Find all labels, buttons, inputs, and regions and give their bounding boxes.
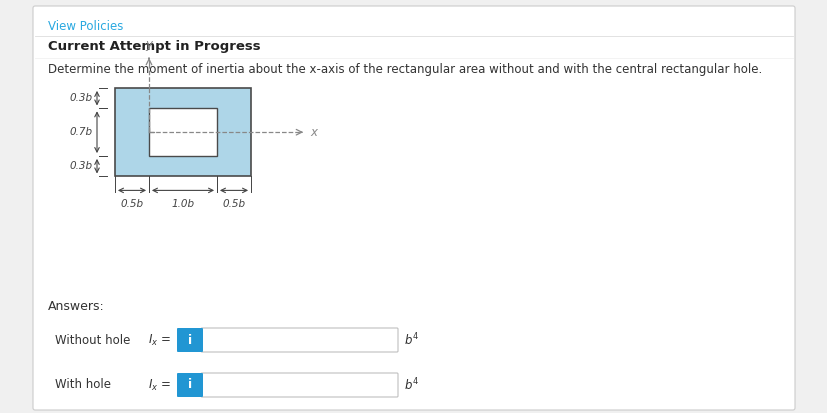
Text: With hole: With hole <box>55 378 111 392</box>
Text: y: y <box>146 38 152 51</box>
Text: i: i <box>188 378 192 392</box>
FancyBboxPatch shape <box>177 373 203 397</box>
Text: Determine the moment of inertia about the x-axis of the rectangular area without: Determine the moment of inertia about th… <box>48 63 762 76</box>
Text: $I_x$ =: $I_x$ = <box>148 377 171 392</box>
Text: $b^4$: $b^4$ <box>404 332 418 348</box>
Text: x: x <box>309 126 317 139</box>
Text: Without hole: Without hole <box>55 334 130 347</box>
Text: 0.3b: 0.3b <box>69 161 93 171</box>
FancyBboxPatch shape <box>201 328 398 352</box>
Text: 1.0b: 1.0b <box>171 199 194 209</box>
Text: View Policies: View Policies <box>48 20 123 33</box>
Text: 0.3b: 0.3b <box>69 93 93 103</box>
Text: i: i <box>188 334 192 347</box>
Text: Current Attempt in Progress: Current Attempt in Progress <box>48 40 261 53</box>
Bar <box>115 88 251 176</box>
Text: $b^4$: $b^4$ <box>404 377 418 393</box>
FancyBboxPatch shape <box>177 328 203 352</box>
FancyBboxPatch shape <box>33 6 794 410</box>
Text: 0.5b: 0.5b <box>222 199 246 209</box>
Bar <box>149 108 217 156</box>
FancyBboxPatch shape <box>201 373 398 397</box>
Text: 0.5b: 0.5b <box>120 199 143 209</box>
Text: $I_x$ =: $I_x$ = <box>148 332 171 348</box>
Text: Answers:: Answers: <box>48 300 105 313</box>
Text: 0.7b: 0.7b <box>69 127 93 137</box>
